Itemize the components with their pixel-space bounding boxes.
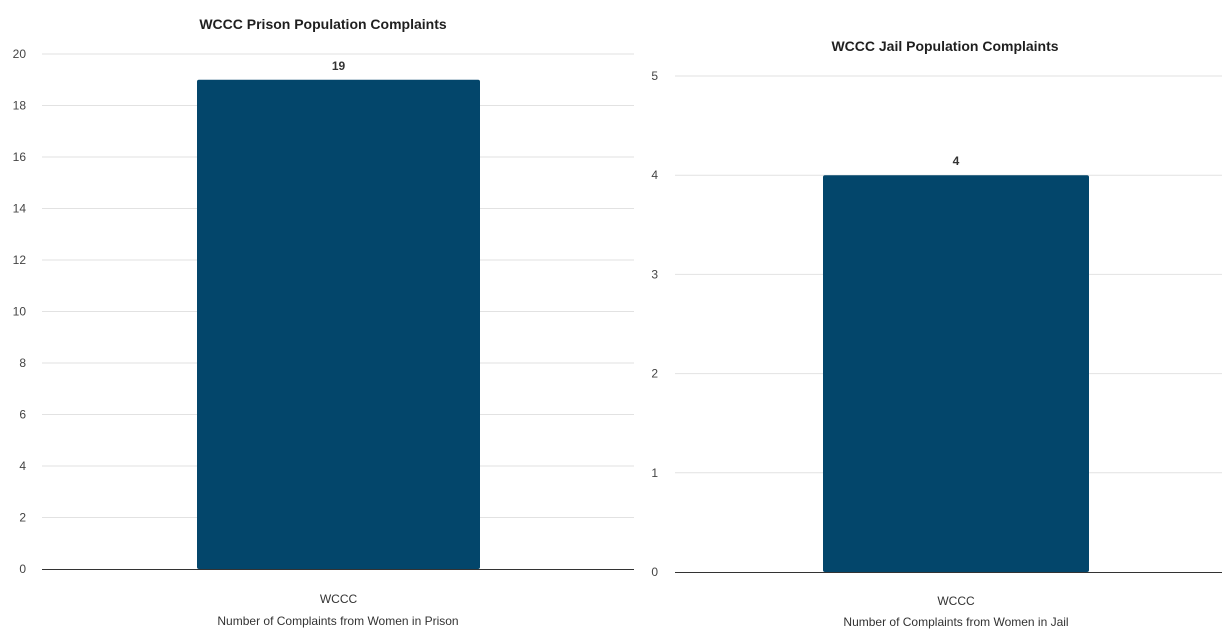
y-tick-label: 6 [19, 408, 26, 422]
y-tick-label: 16 [13, 150, 27, 164]
data-label: 4 [953, 154, 960, 168]
data-label: 19 [332, 59, 346, 73]
y-axis-ticks: 0 2 4 6 8 10 12 14 16 18 20 [13, 47, 27, 576]
x-axis-categories: WCCC [937, 594, 975, 608]
bars: 19 [197, 59, 480, 569]
chart-jail-complaints: WCCC Jail Population Complaints 0 1 2 3 4 5 4… [651, 38, 1222, 629]
y-tick-label: 0 [19, 562, 26, 576]
y-tick-label: 4 [19, 459, 26, 473]
y-tick-label: 18 [13, 99, 27, 113]
bar [823, 175, 1089, 572]
x-tick-label: WCCC [937, 594, 975, 608]
y-tick-label: 8 [19, 356, 26, 370]
x-axis-label: Number of Complaints from Women in Priso… [217, 614, 458, 628]
x-tick-label: WCCC [320, 592, 358, 606]
y-tick-label: 4 [651, 168, 658, 182]
y-tick-label: 2 [19, 511, 26, 525]
y-tick-label: 10 [13, 305, 27, 319]
y-tick-label: 2 [651, 367, 658, 381]
bars: 4 [823, 154, 1089, 572]
chart-title: WCCC Prison Population Complaints [199, 16, 447, 32]
y-tick-label: 20 [13, 47, 27, 61]
x-axis-categories: WCCC [320, 592, 358, 606]
x-axis-label: Number of Complaints from Women in Jail [843, 615, 1068, 629]
y-tick-label: 1 [651, 466, 658, 480]
y-tick-label: 3 [651, 267, 658, 281]
y-axis-ticks: 0 1 2 3 4 5 [651, 69, 658, 579]
y-tick-label: 0 [651, 565, 658, 579]
y-tick-label: 5 [651, 69, 658, 83]
bar [197, 79, 480, 569]
y-tick-label: 12 [13, 253, 27, 267]
chart-title: WCCC Jail Population Complaints [831, 38, 1058, 54]
chart-prison-complaints: WCCC Prison Population Complaints 0 2 4 6 8 1… [13, 16, 634, 628]
y-tick-label: 14 [13, 202, 27, 216]
